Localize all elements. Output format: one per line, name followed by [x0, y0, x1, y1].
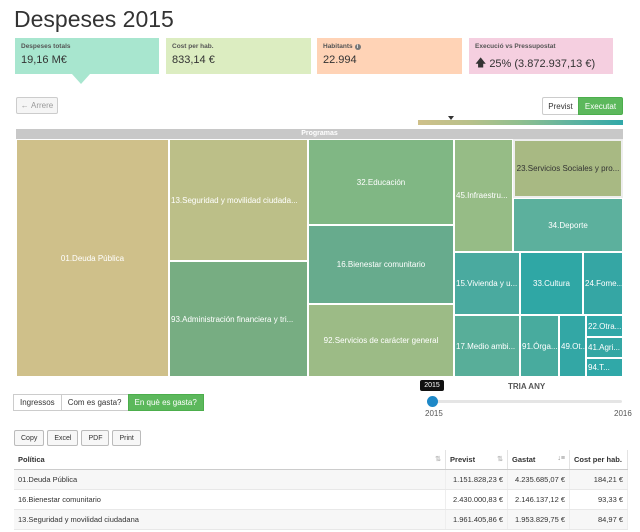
- table-row[interactable]: 01.Deuda Pública 1.151.828,23 € 4.235.68…: [14, 469, 628, 490]
- cell-previst: 2.430.000,83 €: [445, 489, 509, 510]
- cell-cost-per-hab: 84,97 €: [569, 509, 628, 530]
- executat-toggle-button[interactable]: Executat: [578, 97, 623, 115]
- copy-button[interactable]: Copy: [14, 430, 45, 446]
- treemap-cell-fomento[interactable]: 24.Fome...: [583, 252, 623, 315]
- treemap-cell-medio-ambiente[interactable]: 17.Medio ambi...: [454, 315, 520, 377]
- page-title: Despeses 2015: [14, 6, 174, 32]
- treemap-cell-educacion[interactable]: 32.Educación: [308, 139, 454, 225]
- previst-toggle-button[interactable]: Previst: [542, 97, 579, 115]
- view-toggle-en-que-es-gasta[interactable]: En què es gasta?: [127, 394, 204, 411]
- cell-previst: 1.961.405,86 €: [445, 509, 509, 530]
- treemap-cell-otras-prestaciones[interactable]: 22.Otra...: [586, 315, 623, 337]
- cell-politica: 13.Seguridad y movilidad ciudadana: [14, 509, 447, 530]
- politics-table: Política ⇅ Previst ⇅ Gastat ↓≡ Cost per hab…: [14, 450, 628, 530]
- kpi-total-expenses[interactable]: Despeses totals 19,16 M€: [15, 38, 159, 74]
- treemap-cell-servicios-generales[interactable]: 92.Servicios de carácter general: [308, 304, 454, 377]
- kpi-value: 25% (3.872.937,13 €): [489, 57, 596, 70]
- treemap-cell-deuda-publica[interactable]: 01.Deuda Pública: [16, 139, 169, 377]
- treemap-cell-administracion[interactable]: 93.Administración financiera y tri...: [169, 261, 308, 377]
- cell-politica: 01.Deuda Pública: [14, 469, 447, 490]
- kpi-inhabitants[interactable]: Habitants i 22.994: [317, 38, 462, 74]
- kpi-label: Habitants: [323, 43, 353, 50]
- year-slider-max-label: 2016: [614, 409, 632, 418]
- column-header-gastat[interactable]: Gastat ↓≡: [507, 450, 571, 470]
- treemap: 01.Deuda Pública 13.Seguridad y movilida…: [16, 139, 623, 377]
- print-button[interactable]: Print: [112, 430, 141, 446]
- year-slider-track[interactable]: [432, 400, 622, 403]
- kpi-active-pointer: [72, 74, 90, 84]
- treemap-cell-deporte[interactable]: 34.Deporte: [513, 198, 623, 252]
- year-slider-title: TRIA ANY: [508, 382, 546, 391]
- cell-gastat: 4.235.685,07 €: [507, 469, 571, 490]
- info-icon[interactable]: i: [354, 43, 361, 50]
- sort-icon: ⇅: [497, 456, 504, 463]
- kpi-cost-per-inhabitant[interactable]: Cost per hab. 833,14 €: [166, 38, 311, 74]
- arrow-left-icon: ←: [20, 101, 31, 110]
- pdf-button[interactable]: PDF: [81, 430, 110, 446]
- arrow-up-icon: 🡅: [475, 57, 487, 69]
- kpi-label: Execució vs Pressupostat: [475, 43, 556, 50]
- treemap-cell-seguridad[interactable]: 13.Seguridad y movilidad ciudada...: [169, 139, 308, 261]
- view-toggle-ingressos[interactable]: Ingressos: [13, 394, 62, 411]
- excel-button[interactable]: Excel: [47, 430, 79, 446]
- color-scale-legend: [418, 120, 623, 125]
- cell-cost-per-hab: 184,21 €: [569, 469, 628, 490]
- sort-icon: ⇅: [435, 456, 442, 463]
- treemap-cell-infraestructuras[interactable]: 45.Infraestru...: [454, 139, 513, 252]
- cell-politica: 16.Bienestar comunitario: [14, 489, 447, 510]
- sort-desc-icon: ↓≡: [557, 455, 566, 462]
- treemap-header[interactable]: Programas: [16, 129, 623, 139]
- kpi-label: Cost per hab.: [172, 43, 214, 50]
- table-row[interactable]: 16.Bienestar comunitario 2.430.000,83 € …: [14, 489, 628, 510]
- column-header-previst[interactable]: Previst ⇅: [445, 450, 509, 470]
- color-scale-marker: [448, 116, 454, 120]
- year-slider-min-label: 2015: [425, 409, 443, 418]
- kpi-execution-vs-budget[interactable]: Execució vs Pressupostat 🡅 25% (3.872.93…: [469, 38, 613, 74]
- treemap-cell-vivienda[interactable]: 15.Vivienda y u...: [454, 252, 520, 315]
- view-toggle-group: Ingressos Com es gasta? En què es gasta?: [13, 394, 204, 411]
- year-slider-tooltip: 2015: [420, 380, 444, 391]
- treemap-cell-cultura[interactable]: 33.Cultura: [520, 252, 583, 315]
- treemap-cell-transferencias[interactable]: 94.T...: [586, 358, 623, 377]
- kpi-label: Despeses totals: [21, 43, 71, 50]
- column-header-politica[interactable]: Política ⇅: [14, 450, 447, 470]
- export-buttons: Copy Excel PDF Print: [14, 430, 141, 446]
- treemap-cell-organos[interactable]: 91.Órga...: [520, 315, 559, 377]
- cell-gastat: 2.146.137,12 €: [507, 489, 571, 510]
- treemap-cell-agricultura[interactable]: 41.Agri...: [586, 337, 623, 358]
- kpi-value: 22.994: [323, 54, 357, 66]
- kpi-value: 19,16 M€: [21, 54, 67, 66]
- view-toggle-com-es-gasta[interactable]: Com es gasta?: [60, 394, 129, 411]
- kpi-value: 833,14 €: [172, 54, 215, 66]
- cell-previst: 1.151.828,23 €: [445, 469, 509, 490]
- table-row[interactable]: 13.Seguridad y movilidad ciudadana 1.961…: [14, 509, 628, 530]
- treemap-cell-otras-actuaciones[interactable]: 49.Ot...: [559, 315, 586, 377]
- cell-gastat: 1.953.829,75 €: [507, 509, 571, 530]
- treemap-cell-servicios-sociales[interactable]: 23.Servicios Sociales y pro...: [513, 139, 623, 198]
- column-header-cost-per-hab[interactable]: Cost per hab.: [569, 450, 628, 470]
- treemap-cell-bienestar[interactable]: 16.Bienestar comunitario: [308, 225, 454, 304]
- back-button[interactable]: ← Arrere: [16, 97, 58, 114]
- year-slider-handle[interactable]: [427, 396, 438, 407]
- cell-cost-per-hab: 93,33 €: [569, 489, 628, 510]
- back-button-label: Arrere: [31, 101, 54, 110]
